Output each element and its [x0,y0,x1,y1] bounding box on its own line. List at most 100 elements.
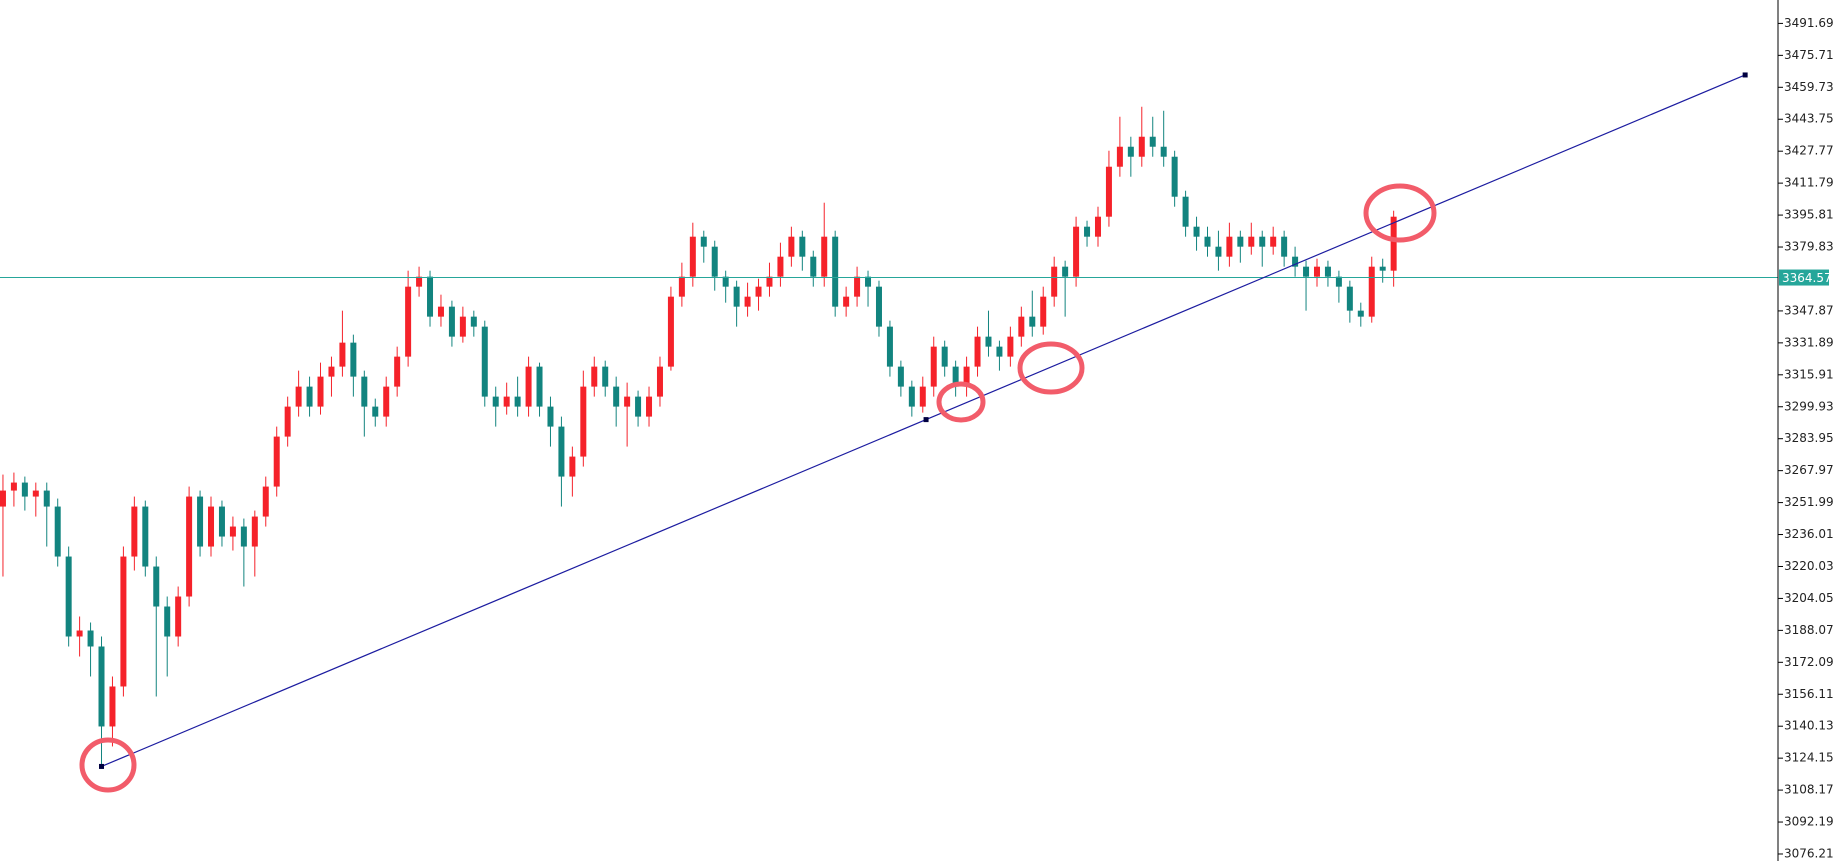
candle-body [678,276,685,297]
candle-body [240,526,247,547]
candle-body [1226,236,1233,257]
candle-body [919,386,926,407]
candle-body [985,336,992,347]
candle-body [1248,236,1255,247]
candle-body [21,482,28,497]
candle-body [361,376,368,407]
candle-body [503,396,510,407]
candle-body [952,366,959,387]
y-tick-label: 3188.07 [1784,623,1834,637]
candle-body [164,606,171,637]
candle-body [1335,276,1342,287]
candle-body [273,436,280,487]
candle-body [646,396,653,417]
candle-body [843,296,850,307]
candle-body [744,296,751,307]
y-tick-label: 3395.81 [1784,208,1834,222]
candle-body [339,342,346,367]
candle-body [1182,196,1189,227]
candle-body [1094,216,1101,237]
candle-body [1193,226,1200,237]
candle-body [536,366,543,407]
candle-body [262,486,269,517]
candle-body [317,376,324,407]
y-tick-label: 3475.71 [1784,48,1834,62]
candle-body [1379,266,1386,271]
candle-body [1062,266,1069,277]
candle-body [525,366,532,407]
candle-body [766,276,773,287]
trendline-anchor [99,763,105,769]
candle-body [372,406,379,417]
candle-body [854,276,861,297]
candle-body [120,556,127,687]
current-price-box [1779,269,1829,286]
candle-body [635,396,642,417]
candle-body [514,396,521,407]
candle-body [1149,136,1156,147]
candle-body [1105,166,1112,217]
candle-body [54,506,61,557]
candle-body [667,296,674,367]
candle-body [405,286,412,357]
candle-body [295,386,302,407]
candle-body [1029,316,1036,327]
candle-body [777,256,784,277]
candle-body [208,506,215,547]
y-tick-label: 3172.09 [1784,655,1834,669]
candle-body [733,286,740,307]
candle-body [65,556,72,637]
candle-body [1051,266,1058,297]
candle-body [1204,236,1211,247]
highlight-circle [936,381,986,423]
candle-body [810,256,817,277]
candle-body [547,406,554,427]
candle-body [700,236,707,247]
candle-body [383,386,390,417]
plot [0,72,1778,769]
highlight-circle [1363,183,1437,243]
candle-body [886,326,893,367]
candle-body [0,490,6,507]
y-tick-label: 3411.79 [1784,176,1834,190]
candle-body [1390,216,1397,271]
candle-body [689,236,696,277]
y-tick-label: 3204.05 [1784,591,1834,605]
candle-body [1270,236,1277,247]
candle-body [799,236,806,257]
candle-body [755,286,762,297]
candle-body [109,686,116,727]
y-tick-label: 3443.75 [1784,112,1834,126]
candle-body [963,366,970,387]
candle-body [43,490,50,507]
candle-body [908,386,915,407]
y-tick-label: 3251.99 [1784,495,1834,509]
candle-body [580,386,587,457]
candle-body [1073,226,1080,277]
candle-body [1281,236,1288,257]
candle-body [996,346,1003,357]
candle-body [875,286,882,327]
y-tick-label: 3491.69 [1784,16,1834,30]
candle-body [1084,226,1091,237]
highlights [79,183,1437,793]
y-tick-label: 3347.87 [1784,303,1834,317]
candle-body [459,316,466,337]
candle-body [722,276,729,287]
candle-body [865,276,872,287]
trendline-anchor [923,417,929,423]
candle-body [427,276,434,317]
candle-body [1116,146,1123,167]
candle-body [1303,266,1310,277]
candle-body [1313,266,1320,277]
candle-body [930,346,937,387]
candle-body [897,366,904,387]
candle-body [1357,310,1364,317]
y-tick-label: 3220.03 [1784,559,1834,573]
y-tick-label: 3156.11 [1784,687,1834,701]
candle-body [1171,156,1178,197]
y-tick-label: 3379.83 [1784,240,1834,254]
candle-body [602,366,609,387]
